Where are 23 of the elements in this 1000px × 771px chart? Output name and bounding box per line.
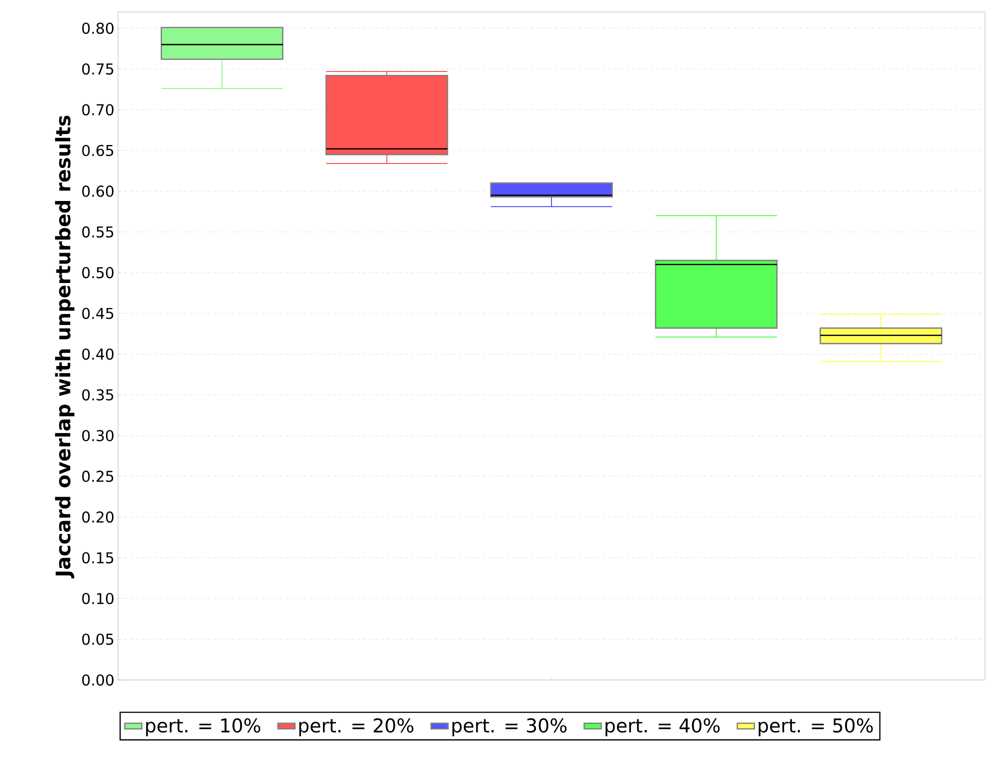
y-tick-label: 0.80 xyxy=(82,22,114,34)
y-tick-label: 0.00 xyxy=(82,674,114,686)
legend-label: pert. = 40% xyxy=(606,718,720,736)
legend-label: pert. = 10% xyxy=(146,718,260,736)
legend-label: pert. = 20% xyxy=(299,718,414,736)
y-tick-label: 0.35 xyxy=(82,389,114,401)
y-axis-title: Jaccard overlap with unperturbed results xyxy=(55,116,74,578)
y-tick-label: 0.20 xyxy=(82,511,114,523)
legend-label: pert. = 30% xyxy=(452,718,567,736)
y-tick-label: 0.50 xyxy=(82,267,114,278)
y-tick-label: 0.60 xyxy=(82,186,114,197)
y-tick-label: 0.25 xyxy=(82,470,114,482)
y-tick-label: 0.10 xyxy=(82,592,114,604)
y-tick-label: 0.75 xyxy=(82,63,114,75)
y-tick-label: 0.55 xyxy=(82,226,114,238)
y-tick-label: 0.45 xyxy=(82,308,114,320)
y-tick-label: 0.65 xyxy=(82,144,114,156)
legend-label: pert. = 50% xyxy=(758,718,873,736)
y-tick-label: 0.70 xyxy=(82,104,114,116)
y-tick-label: 0.05 xyxy=(82,634,114,645)
y-tick-label: 0.40 xyxy=(82,348,114,360)
y-tick-label: 0.15 xyxy=(82,552,114,564)
y-tick-label: 0.30 xyxy=(82,430,114,442)
